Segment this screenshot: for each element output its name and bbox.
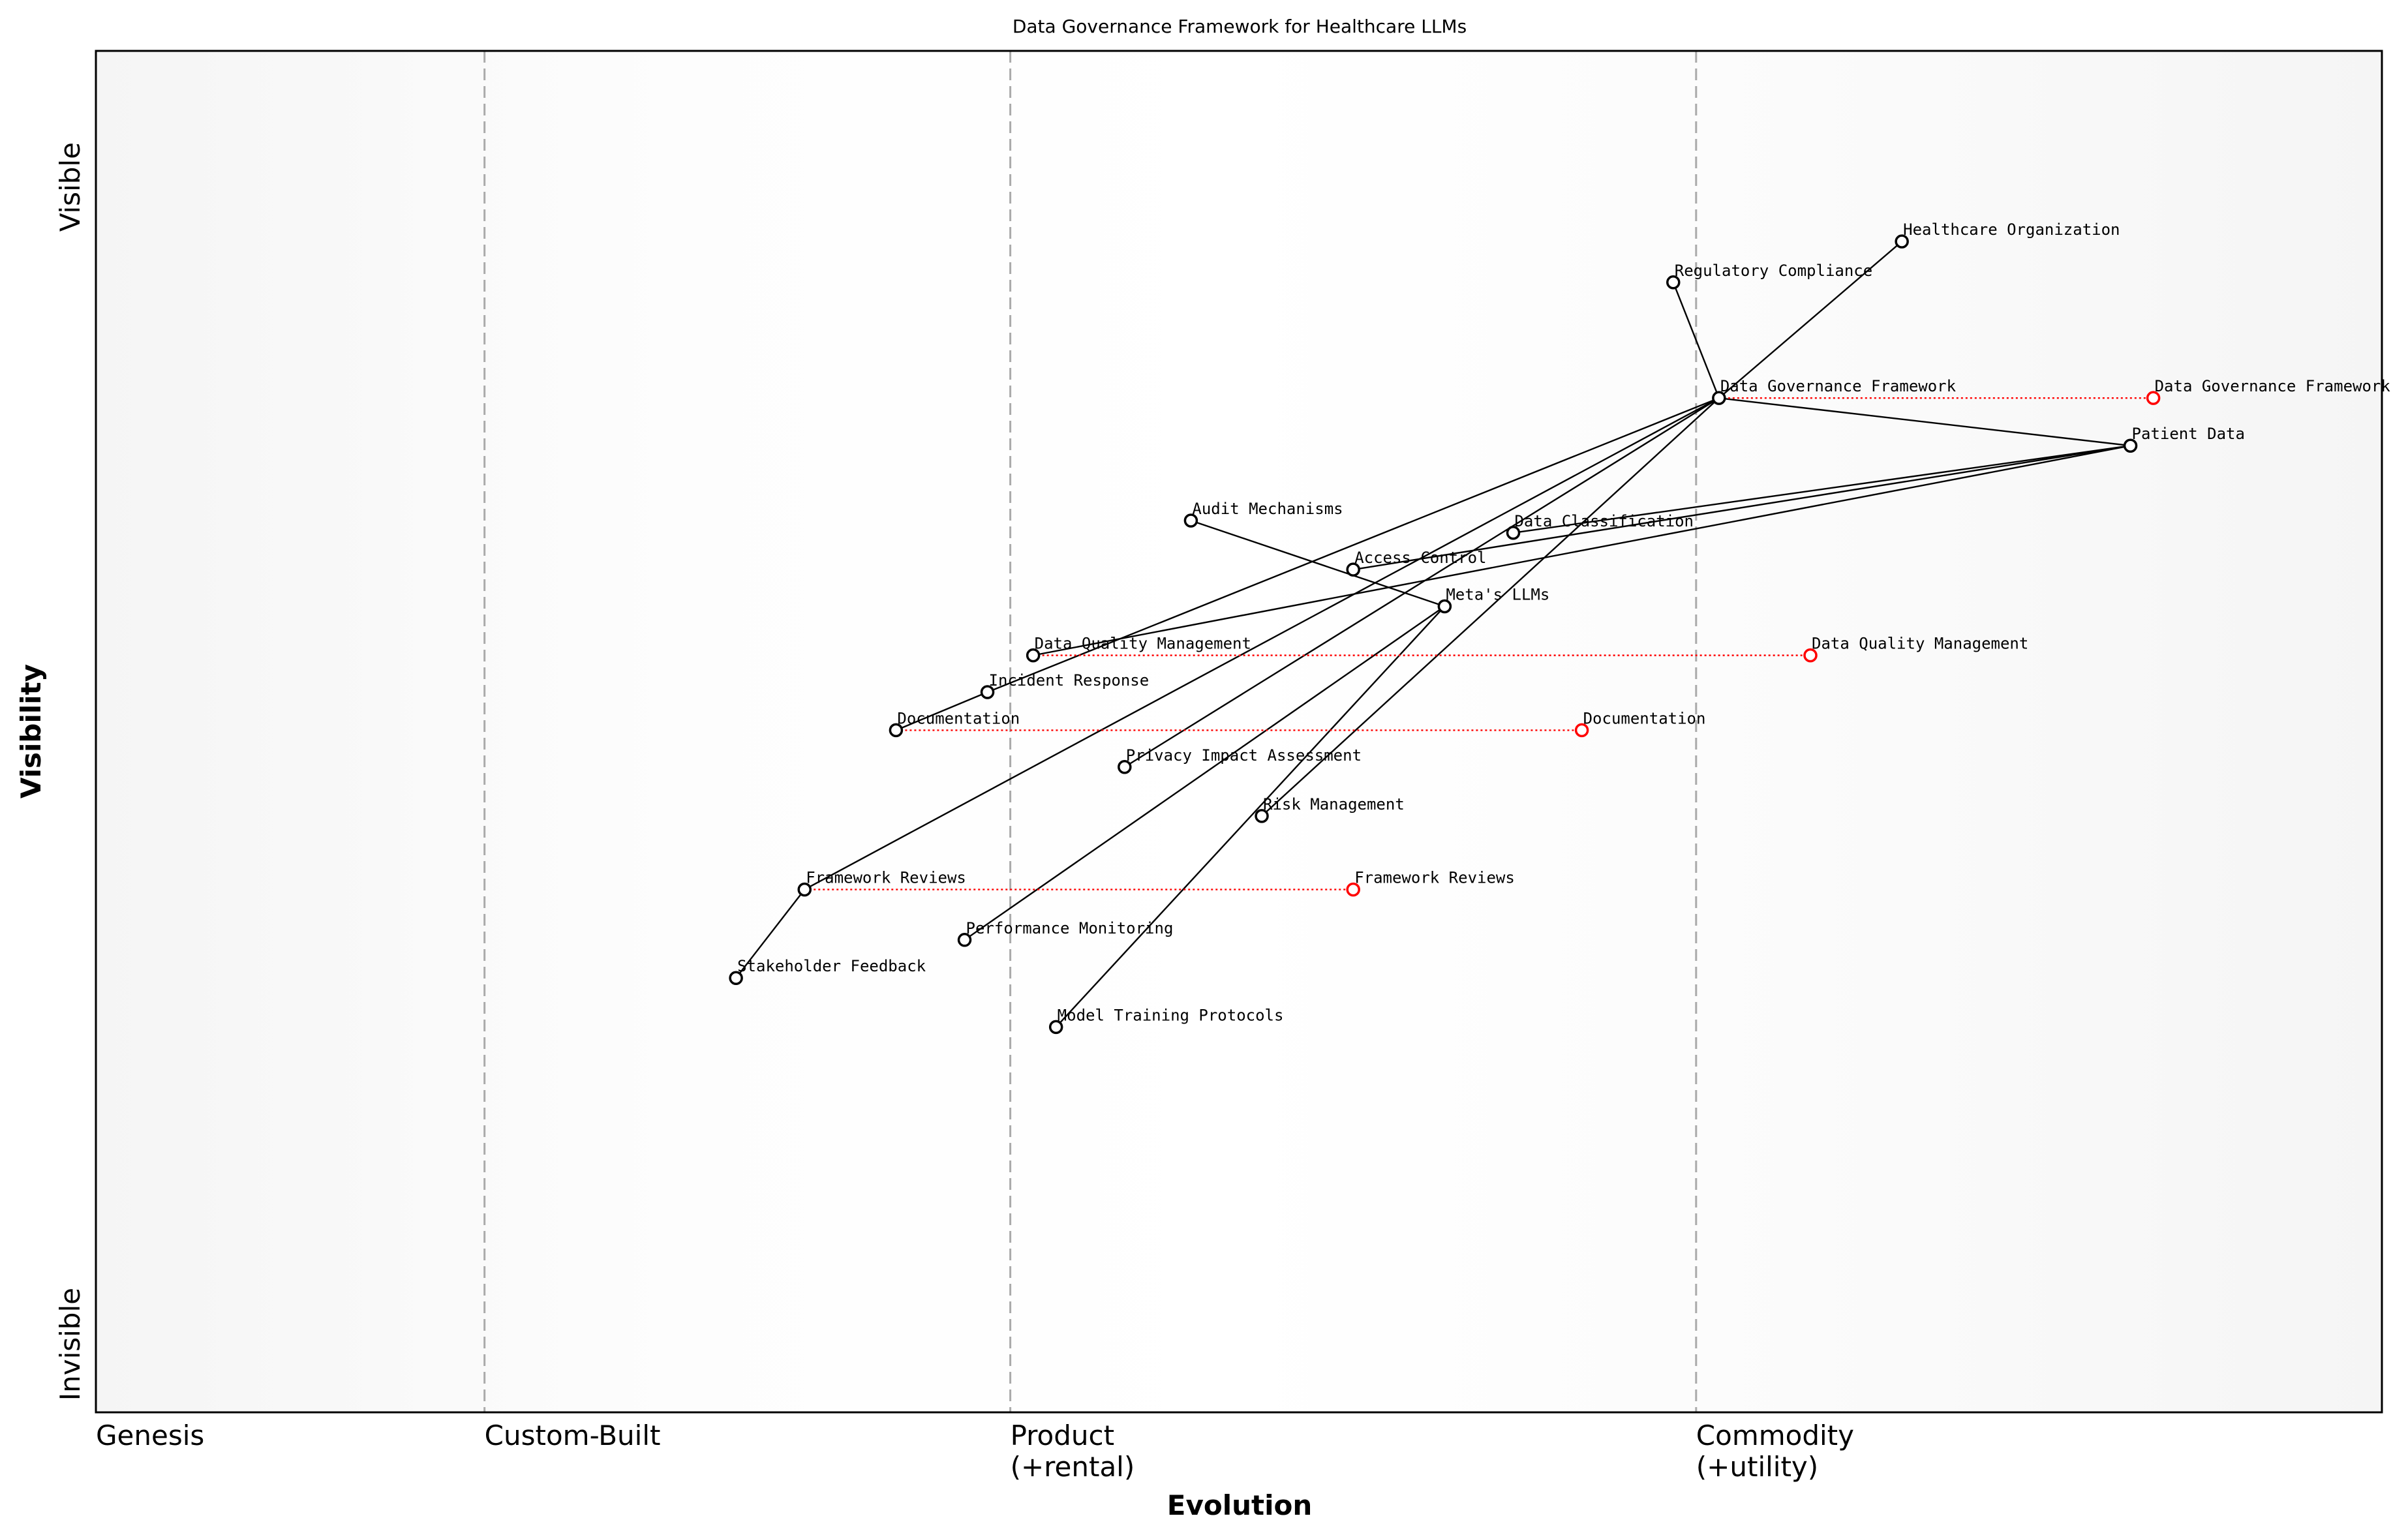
evolved-component-data-quality-management [1803,648,1818,663]
plot-background [96,51,2382,1412]
component-label: Healthcare Organization [1903,220,2120,239]
dependency-link [735,888,806,979]
component-label: Audit Mechanisms [1192,500,1343,518]
component-label: Regulatory Compliance [1675,262,1872,280]
component-healthcare-organization [1895,234,1909,249]
chart-title: Data Governance Framework for Healthcare… [1013,16,1467,37]
x-tick-sublabel: (+utility) [1696,1451,1818,1483]
component-stakeholder-feedback [729,971,743,985]
component-label: Data Governance Framework [1720,377,1957,395]
component-label: Framework Reviews [806,869,966,887]
y-tick-label: Visible [54,142,86,232]
component-label: Model Training Protocols [1058,1006,1284,1024]
dependency-link [1055,605,1446,1028]
plot-frame [95,50,2383,1414]
component-label: Data Classification [1514,512,1694,530]
evolved-component-label: Data Quality Management [1812,635,2028,653]
component-label: Privacy Impact Assessment [1126,746,1362,765]
component-label: Access Control [1354,549,1486,567]
component-performance-monitoring [957,933,972,947]
component-label: Meta's LLMs [1446,585,1549,603]
dependency-link [964,605,1446,941]
x-axis-label: Evolution [1167,1489,1312,1521]
component-label: Documentation [897,709,1020,727]
component-label: Data Quality Management [1035,635,1251,653]
x-tick-label: Custom-Built [485,1419,661,1451]
dependency-link [987,397,1720,693]
component-data-classification [1506,526,1521,540]
component-label: Performance Monitoring [966,919,1174,937]
component-risk-management [1255,809,1269,823]
dependency-link [895,691,988,731]
evolved-component-label: Documentation [1583,709,1706,727]
evolved-component-label: Framework Reviews [1354,869,1515,887]
dependency-link [1513,445,2131,534]
evolved-component-data-governance-framework [2146,391,2161,405]
dependency-link [1261,397,1720,817]
component-framework-reviews [797,882,812,897]
component-label: Incident Response [989,671,1150,690]
evolved-component-framework-reviews [1346,882,1360,897]
dependency-link [1191,519,1445,607]
x-tick-label: Product [1011,1419,1114,1451]
component-regulatory-compliance [1666,275,1681,290]
component-patient-data [2123,438,2138,453]
x-tick-sublabel: (+rental) [1011,1451,1135,1483]
y-axis-label: Visibility [15,664,47,798]
evolved-component-documentation [1574,723,1589,738]
component-privacy-impact-assessment [1118,760,1132,774]
dependency-link [1718,241,1902,399]
component-data-governance-framework [1712,391,1726,405]
x-tick-label: Genesis [96,1419,204,1451]
dependency-link [1353,445,2131,571]
component-data-quality-management [1026,648,1041,663]
component-label: Patient Data [2132,425,2245,443]
dependency-link [1124,397,1720,768]
dependency-link [1033,445,2131,656]
component-label: Risk Management [1263,795,1405,813]
x-tick-label: Commodity [1696,1419,1854,1451]
dependency-link [1718,397,2131,447]
component-access-control [1346,562,1360,577]
evolved-component-label: Data Governance Framework [2155,377,2391,395]
component-audit-mechanisms [1183,513,1198,528]
dependency-link [804,397,1720,890]
component-model-training-protocols [1048,1020,1063,1035]
y-tick-label: Invisible [54,1288,86,1401]
component-label: Stakeholder Feedback [737,957,926,975]
component-incident-response [980,685,995,699]
component-meta-s-llms [1437,599,1452,614]
dependency-link [1672,282,1720,399]
component-documentation [889,723,904,738]
